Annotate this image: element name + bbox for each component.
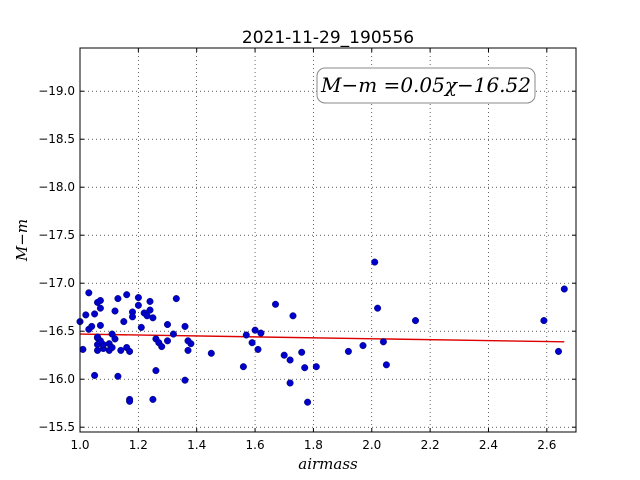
- annotation-box: [316, 67, 536, 104]
- x-tick-label: 2.6: [537, 438, 556, 452]
- y-tick-labels: −15.5 −16.0 −16.5 −17.0 −17.5 −18.0 −18.5 −19.0: [38, 84, 75, 434]
- data-point: [359, 342, 367, 350]
- x-tick-label: 2.0: [362, 438, 381, 452]
- data-point: [82, 311, 90, 319]
- grid-lines: [80, 48, 576, 432]
- data-point: [172, 295, 180, 303]
- data-point: [254, 345, 262, 353]
- data-point: [96, 321, 104, 329]
- data-point: [272, 300, 280, 308]
- x-tick-label: 1.6: [246, 438, 265, 452]
- data-point: [96, 297, 104, 305]
- data-point: [560, 285, 568, 293]
- plot-area: [80, 48, 576, 432]
- y-tick-label: −16.5: [38, 324, 75, 338]
- x-tick-label: 1.4: [187, 438, 206, 452]
- data-point: [146, 297, 154, 305]
- data-point: [120, 318, 128, 326]
- data-point: [286, 379, 294, 387]
- x-tick-label: 1.0: [70, 438, 89, 452]
- data-point: [540, 317, 548, 325]
- data-point: [158, 343, 166, 351]
- data-point: [114, 295, 122, 303]
- data-point: [152, 367, 160, 375]
- x-tick-label: 2.4: [479, 438, 498, 452]
- data-point: [108, 344, 116, 352]
- y-axis-label: M−m: [13, 219, 31, 262]
- y-tick-label: −18.5: [38, 132, 75, 146]
- data-point: [181, 376, 189, 384]
- data-point: [242, 331, 250, 339]
- data-point: [251, 326, 259, 334]
- data-point: [149, 314, 157, 322]
- data-point: [91, 310, 99, 318]
- y-tick-label: −15.5: [38, 420, 75, 434]
- x-axis-label: airmass: [298, 455, 358, 473]
- axis-ticks: [79, 48, 576, 432]
- y-tick-label: −18.0: [38, 180, 75, 194]
- data-point: [257, 329, 265, 337]
- fit-line-layer: [79, 333, 565, 343]
- chart-title: 2021-11-29_190556: [242, 28, 414, 48]
- x-tick-label: 1.8: [304, 438, 323, 452]
- data-point: [239, 363, 247, 371]
- data-point: [117, 346, 125, 354]
- data-point: [123, 291, 131, 299]
- data-point: [374, 304, 382, 312]
- annotation-text: M−m =0.05χ−16.52: [320, 73, 531, 97]
- data-point: [137, 323, 145, 331]
- data-point: [91, 371, 99, 379]
- data-point: [304, 398, 312, 406]
- data-point: [163, 337, 171, 345]
- data-point: [134, 294, 142, 302]
- data-point: [412, 317, 420, 325]
- plot-frame: [79, 47, 577, 433]
- data-point: [555, 347, 563, 355]
- data-point: [169, 330, 177, 338]
- fit-line: [79, 333, 565, 343]
- x-tick-label: 1.2: [129, 438, 148, 452]
- y-tick-label: −17.0: [38, 276, 75, 290]
- data-point: [286, 356, 294, 364]
- data-point: [128, 313, 136, 321]
- data-point: [344, 347, 352, 355]
- data-point: [371, 258, 379, 266]
- data-point: [181, 322, 189, 330]
- data-point: [88, 322, 96, 330]
- data-point: [184, 346, 192, 354]
- data-point: [111, 335, 119, 343]
- data-point: [149, 395, 157, 403]
- data-point: [96, 304, 104, 312]
- data-point: [79, 345, 87, 353]
- data-point: [248, 339, 256, 347]
- data-point: [85, 289, 93, 297]
- data-points-layer: [76, 258, 568, 406]
- data-point: [301, 364, 309, 372]
- data-point: [114, 372, 122, 380]
- x-tick-label: 2.2: [421, 438, 440, 452]
- data-point: [289, 312, 297, 320]
- x-tick-labels: 1.0 1.2 1.4 1.6 1.8 2.0 2.2 2.4 2.6: [70, 438, 556, 452]
- data-point: [379, 338, 387, 346]
- data-point: [184, 337, 192, 345]
- data-point: [298, 348, 306, 356]
- data-point: [207, 349, 215, 357]
- y-tick-label: −17.5: [38, 228, 75, 242]
- data-point: [146, 306, 154, 314]
- fit-equation-annotation: M−m =0.05χ−16.52: [316, 67, 536, 104]
- data-point: [134, 301, 142, 309]
- data-point: [111, 307, 119, 315]
- data-point: [280, 351, 288, 359]
- data-point: [126, 347, 134, 355]
- data-point: [126, 397, 134, 405]
- data-point: [312, 363, 320, 371]
- y-tick-label: −19.0: [38, 84, 75, 98]
- data-point: [163, 321, 171, 329]
- y-tick-label: −16.0: [38, 372, 75, 386]
- data-point: [382, 361, 390, 369]
- data-point: [93, 333, 101, 341]
